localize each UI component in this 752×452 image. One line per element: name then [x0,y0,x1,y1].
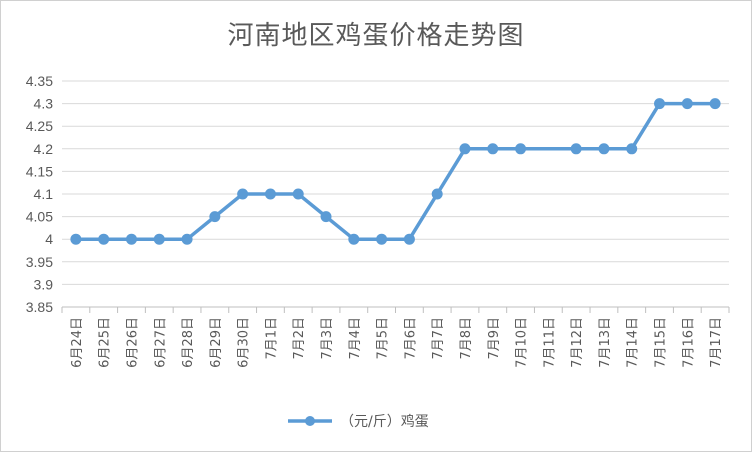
y-tick-label: 3.85 [26,299,53,315]
x-tick-label: 7月3日 [320,317,335,360]
legend-swatch-marker [305,416,315,426]
x-tick-label: 7月6日 [403,317,418,360]
data-point [181,233,193,245]
x-tick-label: 7月14日 [626,317,641,368]
chart-title: 河南地区鸡蛋价格走势图 [227,21,525,51]
x-tick-label: 7月7日 [431,317,446,360]
data-point [626,143,638,155]
data-point [320,211,332,223]
x-tick-label: 6月28日 [181,317,196,368]
data-point [459,143,471,155]
data-point [681,98,693,110]
data-point [403,233,415,245]
x-tick-label: 7月12日 [570,317,585,368]
data-point [431,188,443,200]
x-tick-label: 6月29日 [209,317,224,368]
x-tick-label: 7月15日 [654,317,669,368]
data-point [264,188,276,200]
x-tick-label: 6月27日 [153,317,168,368]
data-point [98,233,110,245]
x-tick-label: 7月8日 [459,317,474,360]
y-tick-label: 4.25 [26,118,53,134]
x-tick-label: 7月17日 [709,317,724,368]
x-tick-label: 7月10日 [515,317,530,368]
x-tick-label: 6月26日 [125,317,140,368]
x-tick-label: 6月25日 [98,317,113,368]
x-tick-label: 7月13日 [598,317,613,368]
legend-label: （元/斤）鸡蛋 [340,413,429,430]
y-tick-label: 4 [45,231,53,247]
x-tick-label: 7月11日 [542,317,557,368]
x-tick-label: 7月16日 [681,317,696,368]
x-tick-label: 7月2日 [292,317,307,360]
data-point [153,233,165,245]
data-point [570,143,582,155]
data-point [654,98,666,110]
x-tick-label: 6月30日 [237,317,252,368]
y-tick-label: 4.3 [34,96,54,112]
data-point [515,143,527,155]
x-tick-label: 7月9日 [487,317,502,360]
data-point [237,188,249,200]
data-point [709,98,721,110]
y-tick-label: 4.1 [34,186,54,202]
data-point [348,233,360,245]
y-tick-label: 4.35 [26,73,53,89]
data-point [598,143,610,155]
data-point [292,188,304,200]
x-tick-label: 7月4日 [348,317,363,360]
x-tick-label: 6月24日 [70,317,85,368]
y-tick-label: 4.2 [34,141,54,157]
data-point [209,211,221,223]
x-tick-label: 7月5日 [376,317,391,360]
data-point [376,233,388,245]
y-tick-label: 3.95 [26,254,53,270]
data-point [70,233,82,245]
y-tick-label: 4.05 [26,209,53,225]
x-tick-label: 7月1日 [264,317,279,360]
data-point [125,233,137,245]
y-tick-label: 3.9 [34,276,54,292]
y-tick-label: 4.15 [26,163,53,179]
data-point [487,143,499,155]
